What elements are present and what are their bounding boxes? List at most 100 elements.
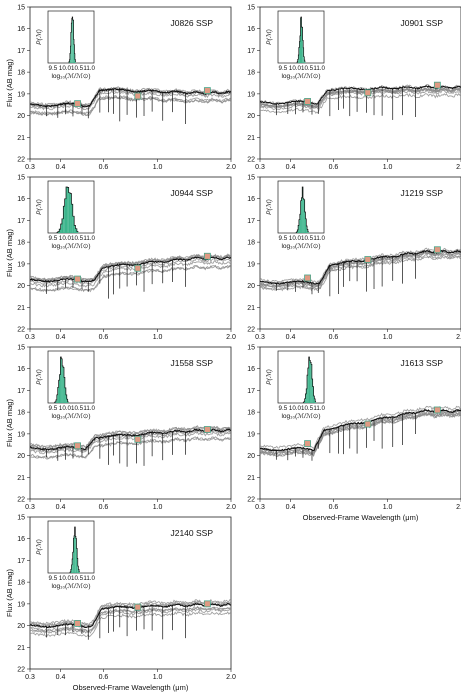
histogram-bar	[73, 538, 74, 573]
y-tick-label: 20	[17, 283, 25, 290]
histogram-bar	[56, 394, 58, 403]
inset-y-label: P(ℳ)	[266, 369, 273, 385]
histogram-bar	[300, 17, 301, 63]
sed-panel-1: 15 16 17 18 19 20 21 220.3 0.4 0.6 1.0 2.0 J0901 SSP…	[247, 5, 461, 171]
y-tick-label: 17	[17, 48, 25, 55]
x-tick-label: 0.4	[56, 504, 66, 511]
inset-tick-label: 10.0	[289, 65, 302, 72]
histogram-bar	[314, 398, 316, 403]
inset-frame	[277, 350, 325, 404]
histogram-bar	[304, 61, 306, 63]
histogram-bar	[303, 198, 304, 233]
photometry-point	[203, 87, 211, 94]
x-tick-label: 0.6	[329, 504, 339, 511]
model-draw-band	[30, 598, 231, 625]
photometry-point	[74, 442, 81, 450]
x-tick-label: 1.0	[153, 504, 163, 511]
inset-tick-label: 9.5	[49, 405, 58, 412]
histogram-outline	[56, 186, 79, 233]
y-tick-label: 20	[17, 113, 25, 120]
y-tick-label: 15	[17, 345, 25, 352]
photometry-point	[364, 89, 372, 97]
model-draw-band	[30, 601, 231, 629]
y-tick-label: 17	[247, 388, 255, 395]
y-tick-label: 21	[17, 645, 25, 652]
inset-x-label: log₁₀(ℳ/ℳ⊙)	[281, 412, 320, 420]
inset-tick-label: 11.0	[313, 405, 325, 412]
y-tick-label: 20	[247, 453, 255, 460]
y-tick-label: 15	[247, 345, 255, 352]
model-draw-band	[30, 254, 231, 282]
model-draw-band	[260, 254, 461, 291]
x-tick-label: 0.6	[329, 164, 339, 171]
histogram-bar	[306, 225, 308, 233]
x-tick-label: 0.6	[99, 674, 109, 681]
inset-tick-label: 9.5	[279, 405, 288, 412]
histogram-outline	[54, 356, 69, 403]
model-draw-band	[260, 252, 461, 289]
inset-tick-label: 11.0	[83, 405, 95, 412]
x-tick-label: 1.0	[153, 674, 163, 681]
x-tick-label: 2.0	[456, 164, 461, 171]
histogram-bar	[61, 358, 63, 403]
histogram-bar	[311, 364, 312, 403]
model-draw-band	[30, 610, 231, 638]
photometry-point	[203, 600, 211, 608]
photometry-point	[74, 275, 81, 283]
histogram-bar	[313, 395, 315, 403]
best-fit-sed	[30, 256, 231, 283]
histogram-bar	[305, 218, 307, 233]
best-fit-sed	[30, 428, 231, 451]
y-tick-label: 22	[17, 157, 25, 164]
photometry-point	[203, 252, 211, 260]
y-tick-label: 18	[247, 70, 255, 77]
histogram-bar	[68, 192, 71, 233]
plot-area	[260, 84, 461, 120]
model-draw-band	[30, 260, 231, 288]
histogram-bar	[54, 401, 56, 403]
histogram-bar	[60, 357, 62, 403]
model-draw-band	[30, 605, 231, 632]
y-tick-label: 15	[17, 5, 25, 12]
histogram-bar	[58, 380, 60, 403]
inset-tick-label: 11.0	[83, 575, 95, 582]
x-tick-label: 0.3	[255, 334, 265, 341]
x-tick-label: 0.4	[56, 674, 66, 681]
x-tick-label: 0.4	[286, 334, 296, 341]
photometry-point	[304, 274, 311, 282]
inset-tick-label: 11.0	[83, 235, 95, 242]
y-tick-label: 16	[17, 366, 25, 373]
histogram-bar	[307, 368, 309, 403]
x-tick-label: 0.3	[25, 164, 35, 171]
photometry-point	[433, 81, 441, 89]
panel-title: J0944 SSP	[170, 188, 213, 198]
best-fit-sed	[260, 85, 461, 106]
histogram-bar	[72, 552, 74, 573]
y-tick-label: 19	[247, 261, 255, 268]
inset-tick-label: 10.5	[71, 575, 84, 582]
y-tick-label: 19	[17, 431, 25, 438]
inset-tick-label: 10.0	[59, 235, 72, 242]
histogram-bar	[76, 231, 79, 233]
histogram-bar	[302, 40, 304, 63]
y-tick-label: 22	[17, 497, 25, 504]
y-tick-label: 22	[247, 327, 255, 334]
photometry-point	[74, 100, 81, 108]
histogram-bar	[315, 401, 317, 403]
inset-tick-label: 9.5	[49, 235, 58, 242]
histogram-bar	[61, 218, 64, 233]
histogram-bar	[71, 204, 73, 233]
x-tick-label: 2.0	[226, 164, 236, 171]
photometry-point	[134, 264, 142, 272]
histogram-bar	[298, 225, 299, 233]
panel-title: J0901 SSP	[400, 18, 443, 28]
inset-y-label: P(ℳ)	[36, 539, 43, 555]
y-tick-label: 21	[247, 135, 255, 142]
y-tick-label: 21	[17, 475, 25, 482]
histogram-outline	[68, 16, 76, 63]
y-tick-label: 18	[17, 70, 25, 77]
y-axis-label: Flux (AB mag)	[5, 59, 14, 107]
